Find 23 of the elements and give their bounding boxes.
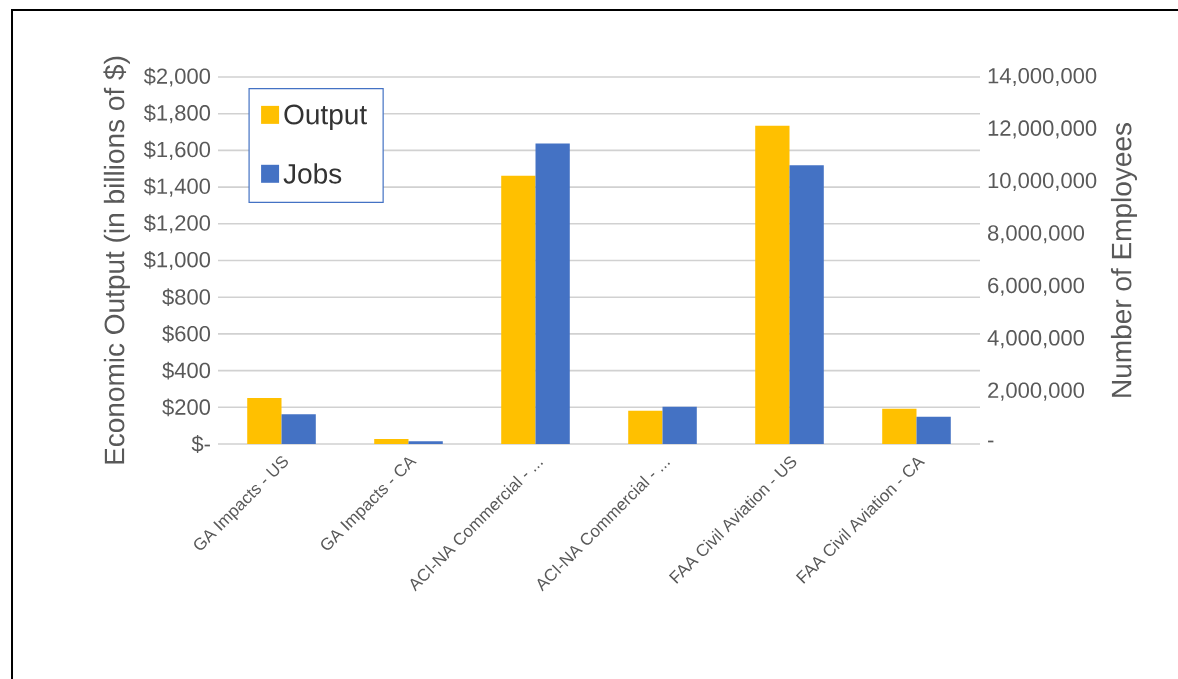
legend-label: Output — [284, 104, 367, 130]
y-tick-label: $1,400 — [143, 177, 211, 197]
y2-tick-label: 8,000,000 — [988, 225, 1085, 244]
y-tick-label: $400 — [162, 361, 211, 380]
y-tick-label: $1,800 — [143, 104, 211, 124]
y2-tick-label: 4,000,000 — [987, 330, 1085, 349]
y2-tick-label: 6,000,000 — [988, 277, 1085, 296]
y-tick-label: $200 — [162, 398, 211, 417]
y2-axis-title: Number of Employees — [1110, 123, 1137, 397]
y-tick-label: $1,600 — [143, 140, 211, 160]
y-tick-label: $1,000 — [143, 250, 211, 271]
y-tick-label: $800 — [162, 288, 211, 307]
y2-tick-label: 12,000,000 — [988, 120, 1097, 139]
y-axis-title: Economic Output (in billions of $) — [103, 56, 130, 464]
y-tick-label: $- — [191, 435, 210, 453]
y2-tick-label: - — [988, 440, 994, 443]
y-tick-label: $1,200 — [143, 214, 211, 234]
y-tick-label: $2,000 — [143, 67, 211, 87]
y2-tick-label: 10,000,000 — [988, 172, 1097, 191]
legend-label: Jobs — [283, 163, 342, 184]
y2-tick-label: 2,000,000 — [988, 382, 1085, 401]
y-tick-label: $600 — [162, 324, 211, 343]
y2-tick-label: 14,000,000 — [988, 67, 1097, 87]
